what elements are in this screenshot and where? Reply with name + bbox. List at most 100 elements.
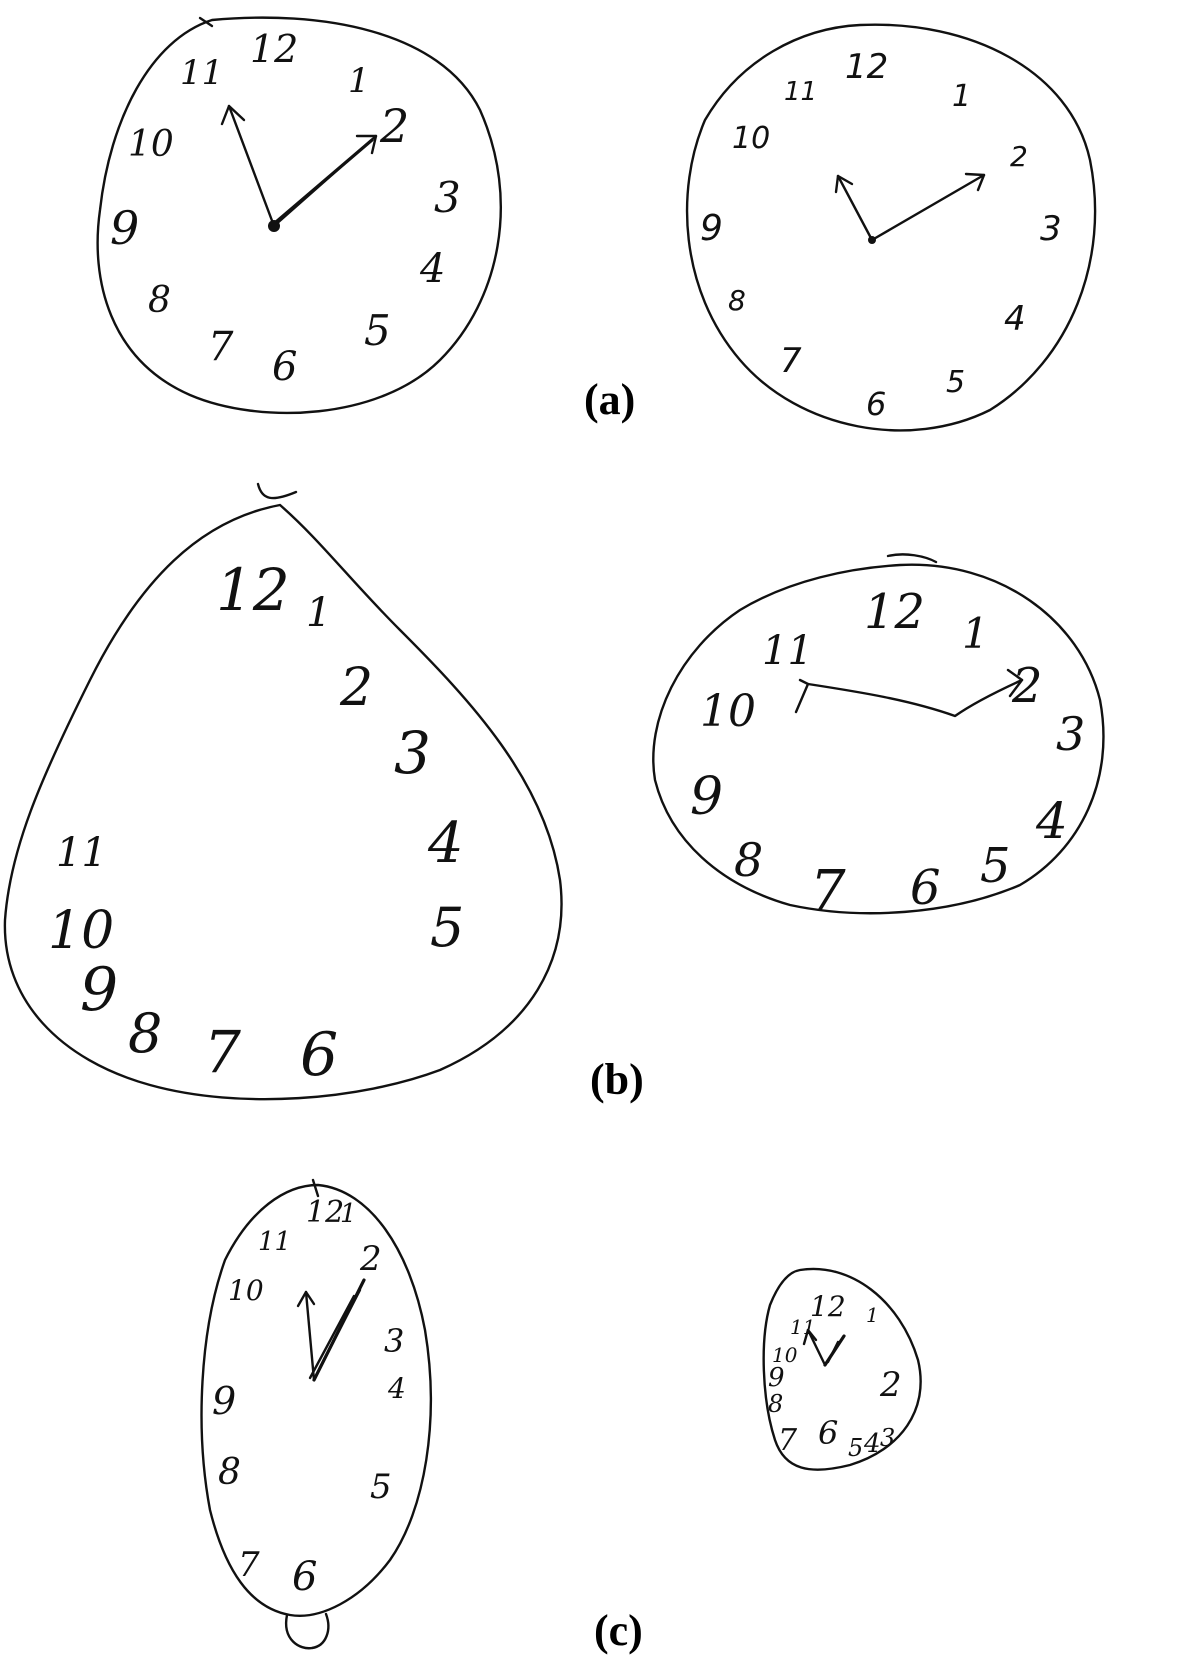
- numeral-4: 4: [1035, 792, 1068, 850]
- clock-a-left: 12 1 2 3 4 5 6 7 8 9 10 11: [96, 16, 503, 415]
- numeral-6: 6: [272, 344, 297, 390]
- numeral-3: 3: [1040, 209, 1062, 249]
- clock-hands: [834, 172, 986, 244]
- numeral-3: 3: [384, 1322, 404, 1360]
- numeral-5: 5: [364, 306, 391, 355]
- numeral-3: 3: [1056, 707, 1085, 761]
- numeral-2: 2: [879, 1365, 902, 1405]
- numeral-3: 3: [880, 1424, 895, 1452]
- numeral-3: 3: [434, 173, 461, 222]
- numeral-10: 10: [772, 1343, 798, 1367]
- numeral-12: 12: [845, 47, 888, 87]
- numeral-5: 5: [848, 1434, 863, 1462]
- numeral-4: 4: [863, 1429, 881, 1459]
- numeral-4: 4: [419, 246, 445, 292]
- panel-label-c: (c): [594, 1606, 643, 1655]
- numeral-9: 9: [110, 201, 139, 255]
- numeral-10: 10: [128, 124, 174, 165]
- center-dot: [868, 236, 876, 244]
- numeral-11: 11: [258, 1227, 291, 1257]
- numeral-8: 8: [128, 1002, 162, 1065]
- numeral-6: 6: [818, 1414, 838, 1452]
- numeral-12: 12: [250, 27, 298, 71]
- numeral-9: 9: [212, 1379, 236, 1423]
- clock-c-left: 12 1 2 3 4 5 6 7 8 9 10 11: [200, 1178, 432, 1650]
- numeral-4: 4: [1004, 299, 1026, 339]
- numeral-7: 7: [810, 859, 846, 924]
- numeral-12: 12: [216, 556, 290, 624]
- numeral-9: 9: [690, 767, 723, 827]
- numeral-5: 5: [430, 896, 464, 959]
- clock-face-outline: [685, 23, 1097, 432]
- numeral-6: 6: [300, 1020, 338, 1090]
- panel-label-b: (b): [590, 1055, 644, 1104]
- numeral-11: 11: [762, 628, 813, 674]
- numeral-9: 9: [768, 1363, 785, 1393]
- numeral-3: 3: [394, 719, 431, 787]
- numeral-7: 7: [780, 341, 802, 381]
- numeral-10: 10: [700, 686, 756, 737]
- clock-face-overlap-stroke: [311, 1178, 320, 1198]
- center-dot: [268, 220, 280, 232]
- numeral-12: 12: [864, 584, 925, 640]
- numeral-1: 1: [962, 609, 989, 658]
- clock-a-right: 12 1 2 3 4 5 6 7 8 9 10 11: [685, 23, 1097, 432]
- numeral-4: 4: [387, 1372, 406, 1405]
- numeral-7: 7: [208, 324, 234, 370]
- clock-b-right: 12 1 2 3 4 5 6 7 8 9 10 11: [652, 553, 1105, 924]
- numeral-5: 5: [946, 365, 965, 400]
- numeral-11: 11: [56, 830, 107, 876]
- clock-face-outline: [3, 503, 563, 1101]
- clock-face-outline: [96, 16, 503, 415]
- numeral-5: 5: [980, 838, 1011, 894]
- numeral-8: 8: [218, 1452, 241, 1493]
- clock-c-right: 12 1 2 3 4 5 6 7 8 9 10 11: [762, 1267, 922, 1471]
- numeral-1: 1: [866, 1303, 879, 1327]
- clock-face-outline: [652, 563, 1105, 915]
- numeral-8: 8: [728, 284, 746, 317]
- numeral-6: 6: [292, 1554, 317, 1600]
- clock-b-left: 12 1 2 3 4 5 6 7 8 9 10 11: [3, 482, 563, 1101]
- numeral-7: 7: [778, 1423, 798, 1458]
- numeral-8: 8: [734, 833, 763, 887]
- clock-stem-knob: [284, 1612, 330, 1650]
- clock-hands: [794, 668, 1024, 718]
- clock-face-overlap-stroke: [256, 482, 298, 500]
- clock-face-outline: [762, 1267, 922, 1471]
- numeral-11: 11: [784, 77, 817, 107]
- numeral-1: 1: [306, 590, 331, 636]
- numeral-7: 7: [204, 1018, 241, 1086]
- numeral-2: 2: [1011, 658, 1043, 714]
- numeral-8: 8: [768, 1390, 783, 1418]
- numeral-5: 5: [370, 1467, 392, 1507]
- numeral-1: 1: [952, 79, 971, 114]
- numeral-9: 9: [80, 955, 118, 1025]
- numeral-2: 2: [359, 1239, 382, 1279]
- numeral-2: 2: [1010, 140, 1028, 173]
- numeral-6: 6: [910, 860, 941, 916]
- clock-hands: [802, 1328, 846, 1367]
- numeral-1: 1: [340, 1199, 357, 1229]
- numeral-8: 8: [148, 280, 171, 321]
- clock-hands: [296, 1278, 366, 1382]
- clock-face-overlap-stroke: [886, 553, 938, 564]
- numeral-6: 6: [866, 385, 886, 423]
- numeral-10: 10: [48, 901, 114, 961]
- numeral-7: 7: [238, 1545, 260, 1585]
- clock-face-overlap-stroke: [198, 16, 214, 28]
- clock-hands: [220, 104, 378, 232]
- numeral-9: 9: [700, 208, 723, 249]
- numeral-1: 1: [348, 61, 370, 101]
- numeral-10: 10: [732, 121, 770, 156]
- numeral-12: 12: [306, 1195, 344, 1230]
- numeral-2: 2: [339, 658, 373, 718]
- numeral-4: 4: [427, 811, 464, 876]
- numeral-10: 10: [228, 1274, 264, 1307]
- numeral-12: 12: [810, 1290, 846, 1323]
- panel-label-a: (a): [584, 375, 635, 424]
- numeral-2: 2: [379, 99, 409, 153]
- clock-face-outline: [200, 1183, 432, 1617]
- numeral-11: 11: [180, 53, 223, 93]
